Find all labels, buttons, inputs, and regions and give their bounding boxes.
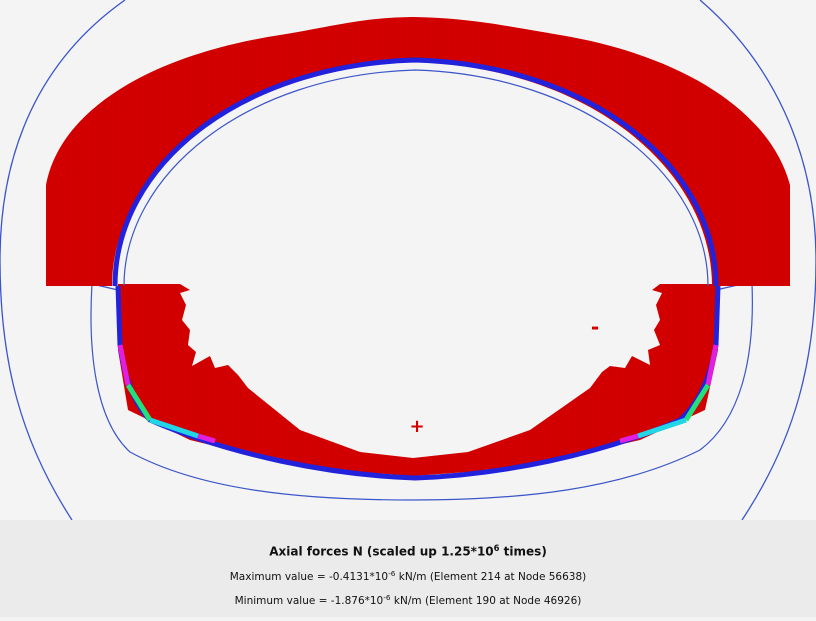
lining-crown bbox=[112, 57, 719, 287]
plus-marker: + bbox=[409, 416, 424, 437]
diagram-title: Axial forces N (scaled up 1.25*106 times… bbox=[0, 543, 816, 559]
invert-force-band bbox=[118, 284, 718, 476]
segment-magenta-left bbox=[117, 344, 131, 386]
min-value-text: Minimum value = -1.876*10 bbox=[234, 595, 384, 608]
outer-boundary-left bbox=[0, 0, 126, 521]
max-exponent: -6 bbox=[388, 569, 396, 578]
title-text: Axial forces N (scaled up 1.25*10 bbox=[269, 544, 494, 559]
min-value-detail: kN/m (Element 190 at Node 46926) bbox=[390, 595, 582, 608]
maximum-value-line: Maximum value = -0.4131*10-6 kN/m (Eleme… bbox=[0, 569, 816, 583]
lining-crown-inner bbox=[123, 69, 709, 287]
segment-green-right bbox=[683, 383, 711, 422]
segment-magenta-right bbox=[705, 344, 719, 386]
segment-cyan-right bbox=[637, 417, 687, 439]
max-value-text: Maximum value = -0.4131*10 bbox=[229, 571, 389, 584]
title-exponent: 6 bbox=[493, 543, 500, 553]
max-value-detail: kN/m (Element 214 at Node 56638) bbox=[395, 571, 587, 584]
segment-magenta-left-2 bbox=[197, 433, 216, 444]
caption-panel bbox=[0, 520, 816, 617]
min-exponent: -6 bbox=[383, 593, 391, 602]
crown-force-band bbox=[46, 17, 790, 286]
segment-cyan-left bbox=[149, 417, 199, 439]
minus-marker: - bbox=[591, 315, 599, 339]
segment-green-left bbox=[125, 383, 153, 422]
segment-magenta-right-2 bbox=[619, 433, 639, 444]
minimum-value-line: Minimum value = -1.876*10-6 kN/m (Elemen… bbox=[0, 593, 816, 607]
title-suffix: times) bbox=[499, 544, 547, 559]
